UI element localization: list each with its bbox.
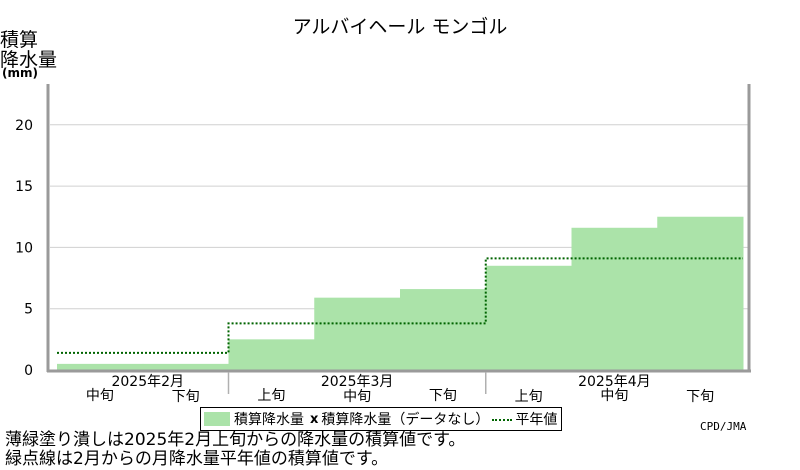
bar-1 bbox=[142, 363, 229, 370]
legend-label-precip: 積算降水量 bbox=[234, 412, 304, 428]
y-axis-label: 積算 降水量 bbox=[0, 30, 57, 70]
y-tick-label: 0 bbox=[24, 363, 33, 379]
x-dekad-label: 下旬 bbox=[172, 389, 200, 405]
y-tick-label: 10 bbox=[15, 240, 33, 256]
y-tick-labels: 0 5 10 15 20 bbox=[15, 118, 33, 379]
x-dekad-label: 中旬 bbox=[600, 388, 628, 404]
x-dekad-label: 上旬 bbox=[515, 389, 543, 405]
normal-line bbox=[57, 257, 743, 354]
legend: 積算降水量 x 積算降水量（データなし） 平年値 bbox=[200, 407, 563, 431]
bar-4 bbox=[400, 289, 487, 370]
y-tick-label: 20 bbox=[15, 118, 33, 134]
x-month-label: 2025年3月 bbox=[321, 374, 394, 390]
bar-6 bbox=[571, 227, 658, 370]
y-tick-label: 5 bbox=[24, 302, 33, 318]
x-month-label: 2025年4月 bbox=[578, 374, 651, 390]
legend-swatch-precip bbox=[204, 412, 230, 426]
x-dekad-label: 上旬 bbox=[257, 388, 285, 404]
note-line-2: 緑点線は2月からの月降水量平年値の積算値です。 bbox=[5, 449, 389, 469]
x-dekad-label: 下旬 bbox=[686, 389, 714, 405]
x-month-label: 2025年2月 bbox=[111, 374, 184, 390]
y-axis-unit: (mm) bbox=[2, 66, 38, 80]
bar-5 bbox=[485, 265, 572, 370]
legend-label-nodata: 積算降水量（データなし） bbox=[321, 412, 490, 428]
axes bbox=[46, 84, 751, 394]
y-tick-label: 15 bbox=[15, 179, 33, 195]
legend-marker-nodata: x bbox=[310, 411, 319, 427]
credit-label: CPD/JMA bbox=[700, 420, 747, 433]
chart-title: アルバイヘール モンゴル bbox=[292, 16, 508, 38]
bar-7 bbox=[657, 216, 744, 370]
bar-0 bbox=[57, 363, 144, 370]
note-line-1: 薄緑塗り潰しは2025年2月上旬からの降水量の積算値です。 bbox=[5, 430, 466, 450]
x-dekad-label: 下旬 bbox=[429, 388, 457, 404]
legend-swatch-normal bbox=[492, 419, 513, 421]
x-dekad-label: 中旬 bbox=[343, 389, 371, 405]
bar-3 bbox=[314, 297, 401, 370]
x-dekad-label: 中旬 bbox=[86, 388, 114, 404]
bar-2 bbox=[228, 339, 315, 370]
precipitation-bars bbox=[57, 216, 744, 370]
normal-step-line bbox=[57, 257, 743, 354]
legend-label-normal: 平年値 bbox=[515, 412, 558, 428]
y-axis-label-line1: 積算 bbox=[0, 29, 39, 51]
y-axis-label-line2: 降水量 bbox=[0, 49, 58, 71]
